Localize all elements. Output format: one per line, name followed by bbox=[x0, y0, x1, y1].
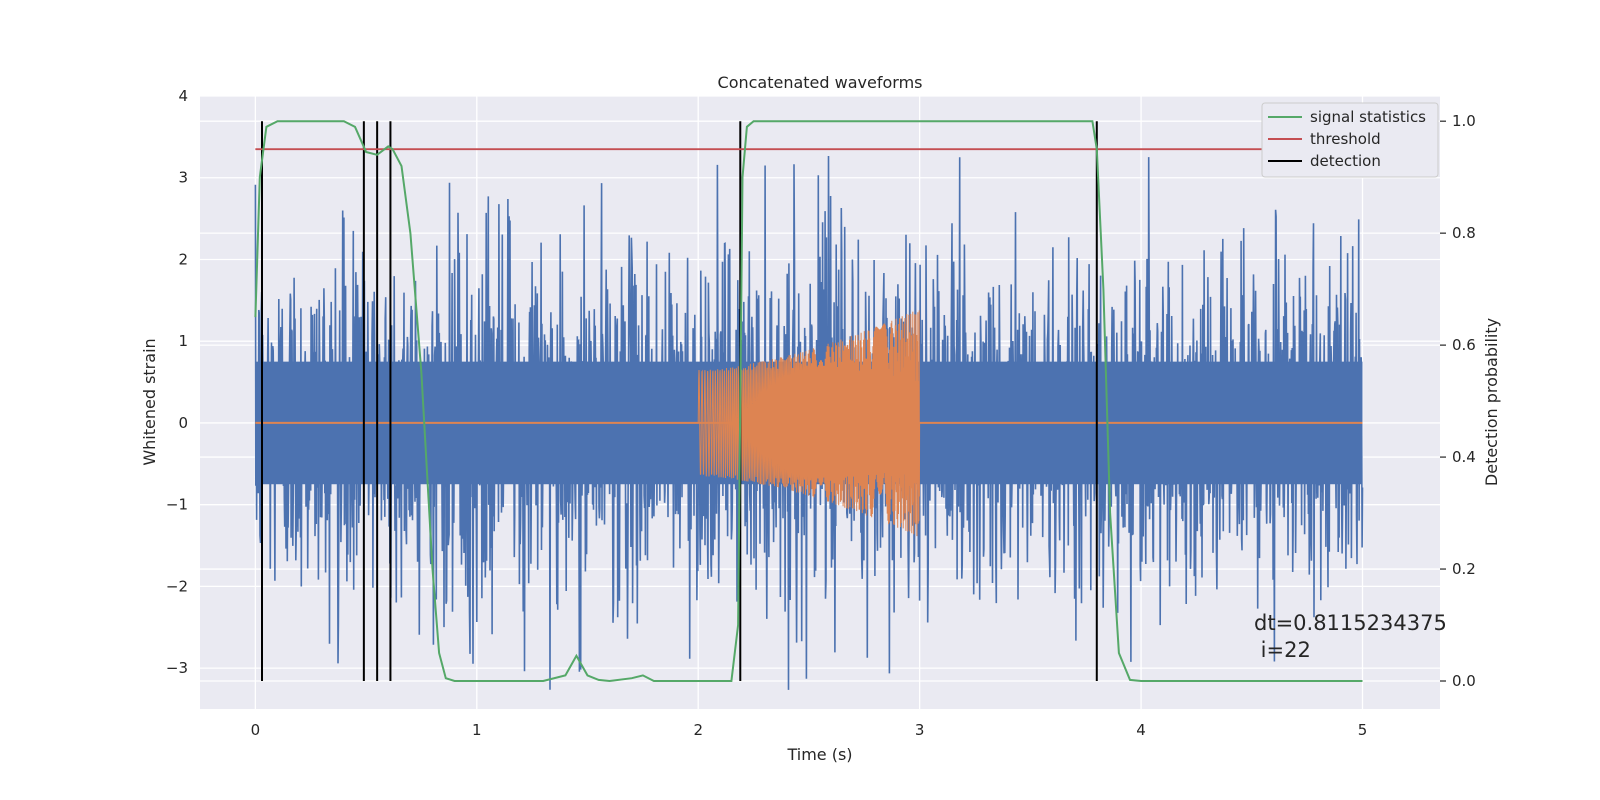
chart-title: Concatenated waveforms bbox=[718, 73, 923, 92]
x-tick-label-1: 1 bbox=[472, 721, 482, 739]
annotation-dt: dt=0.8115234375 bbox=[1254, 611, 1447, 635]
right-tick-label-1: 0.2 bbox=[1452, 560, 1476, 578]
legend-label-signal-statistics: signal statistics bbox=[1310, 108, 1426, 126]
y-tick-label-4: 1 bbox=[178, 332, 188, 350]
y-tick-label-1: −2 bbox=[166, 577, 188, 595]
y-tick-labels: −3 −2 −1 0 1 2 3 4 bbox=[166, 87, 188, 677]
y-tick-label-2: −1 bbox=[166, 496, 188, 514]
y-tick-label-0: −3 bbox=[166, 659, 188, 677]
annotation-i: i=22 bbox=[1254, 638, 1311, 662]
y-tick-label-7: 4 bbox=[178, 87, 188, 105]
x-tick-label-3: 3 bbox=[915, 721, 925, 739]
legend-label-threshold: threshold bbox=[1310, 130, 1381, 148]
right-tick-label-3: 0.6 bbox=[1452, 336, 1476, 354]
x-tick-labels: 0 1 2 3 4 5 bbox=[251, 721, 1368, 739]
y-tick-label-5: 2 bbox=[178, 250, 188, 268]
x-tick-label-4: 4 bbox=[1136, 721, 1146, 739]
legend: signal statistics threshold detection bbox=[1261, 102, 1439, 178]
right-tick-labels: 0.0 0.2 0.4 0.6 0.8 1.0 bbox=[1440, 112, 1476, 690]
x-tick-label-0: 0 bbox=[251, 721, 261, 739]
x-tick-label-2: 2 bbox=[693, 721, 703, 739]
legend-label-detection: detection bbox=[1310, 152, 1381, 170]
x-tick-label-5: 5 bbox=[1358, 721, 1368, 739]
legend-box bbox=[1261, 102, 1439, 178]
right-axis-label: Detection probability bbox=[1482, 318, 1501, 486]
series-signal-statistics bbox=[254, 120, 1363, 683]
y-axis-label: Whitened strain bbox=[140, 338, 159, 465]
x-axis-label: Time (s) bbox=[786, 745, 852, 764]
right-tick-label-5: 1.0 bbox=[1452, 112, 1476, 130]
right-tick-label-2: 0.4 bbox=[1452, 448, 1476, 466]
right-tick-label-0: 0.0 bbox=[1452, 672, 1476, 690]
right-tick-label-4: 0.8 bbox=[1452, 224, 1476, 242]
y-tick-label-6: 3 bbox=[178, 169, 188, 187]
y-tick-label-3: 0 bbox=[178, 414, 188, 432]
